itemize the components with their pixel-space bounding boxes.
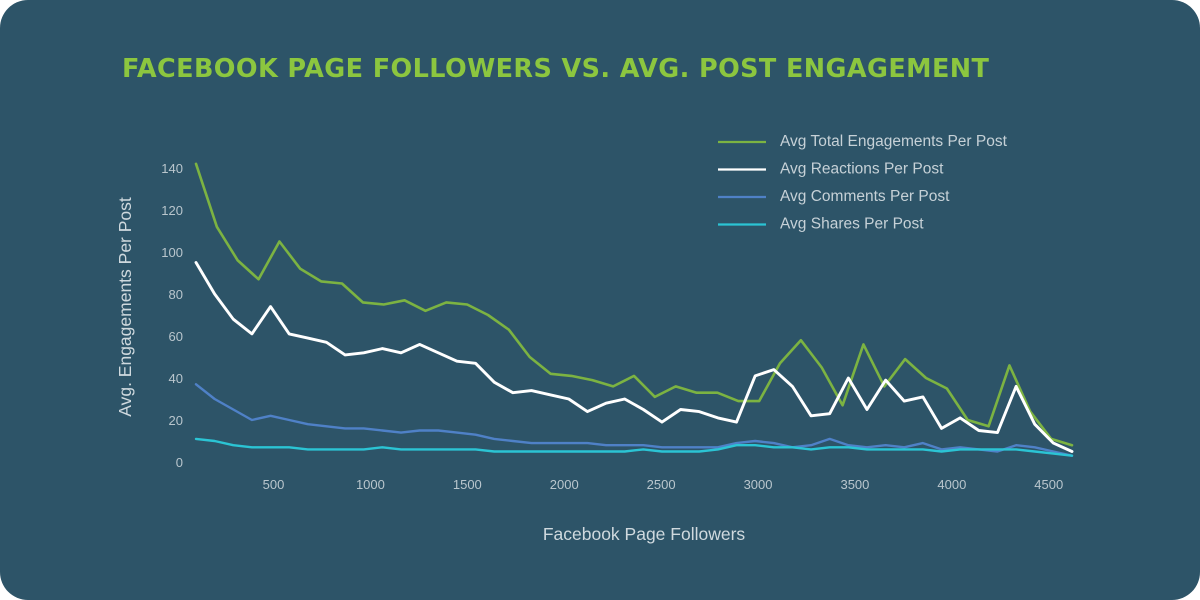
x-axis-tick-500: 500 <box>263 477 285 492</box>
y-axis-tick-20: 20 <box>169 413 183 428</box>
x-axis-tick-1500: 1500 <box>453 477 482 492</box>
x-axis-tick-2000: 2000 <box>550 477 579 492</box>
y-axis-title: Avg. Engagements Per Post <box>115 197 135 417</box>
series-line-avg-shares-per-post <box>194 437 1074 457</box>
series-lines <box>194 162 1074 457</box>
y-axis-tick-40: 40 <box>169 371 183 386</box>
series-line-avg-comments-per-post <box>194 383 1074 457</box>
legend-label-4[interactable]: Avg Shares Per Post <box>780 216 924 233</box>
x-axis-tick-4500: 4500 <box>1034 477 1063 492</box>
series-line-avg-total-engagements-per-post <box>194 162 1074 447</box>
x-axis-tick-3500: 3500 <box>840 477 869 492</box>
y-axis-tick-0: 0 <box>176 455 183 470</box>
x-axis-tick-3000: 3000 <box>744 477 773 492</box>
page-title: FACEBOOK PAGE FOLLOWERS VS. AVG. POST EN… <box>122 54 990 84</box>
y-axis-tick-120: 120 <box>161 203 183 218</box>
legend-label-3[interactable]: Avg Comments Per Post <box>780 188 950 205</box>
y-axis-tick-80: 80 <box>169 287 183 302</box>
x-axis-title: Facebook Page Followers <box>543 524 746 544</box>
chart-legend: Avg Total Engagements Per Post Avg Reacti… <box>718 133 1008 233</box>
series-line-avg-reactions-per-post <box>194 261 1074 453</box>
x-axis-tick-1000: 1000 <box>356 477 385 492</box>
legend-label-2[interactable]: Avg Reactions Per Post <box>780 161 944 178</box>
x-axis-tick-4000: 4000 <box>937 477 966 492</box>
y-axis-tick-100: 100 <box>161 245 183 260</box>
x-axis-tick-labels: 500 1000 1500 2000 2500 3000 3500 4000 4500 <box>263 477 1064 492</box>
y-axis-tick-140: 140 <box>161 161 183 176</box>
y-axis-tick-labels: 0 20 40 60 80 100 120 140 <box>161 161 183 470</box>
x-axis-tick-2500: 2500 <box>647 477 676 492</box>
legend-label-1[interactable]: Avg Total Engagements Per Post <box>780 133 1008 150</box>
y-axis-tick-60: 60 <box>169 329 183 344</box>
